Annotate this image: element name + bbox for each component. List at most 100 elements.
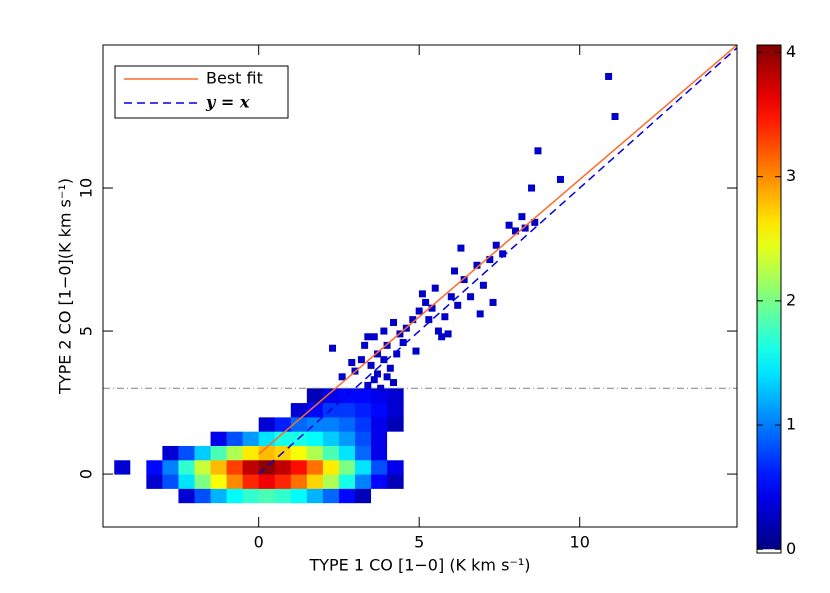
heat-cell — [354, 388, 372, 404]
heat-cell — [290, 445, 308, 461]
heat-cell — [387, 445, 404, 461]
point — [386, 364, 394, 372]
point — [361, 341, 369, 349]
heat-cell — [226, 488, 244, 504]
heat-cell — [306, 388, 324, 404]
point — [512, 227, 520, 235]
heat-cell — [114, 474, 131, 489]
y-axis-label: TYPE 2 CO [1−0](K km s⁻¹) — [56, 178, 75, 395]
point — [380, 356, 388, 364]
heat-cell — [162, 488, 179, 504]
heat-cell — [210, 431, 228, 446]
legend-label: Best fit — [206, 69, 263, 88]
heat-cell — [162, 388, 179, 404]
heat-cell — [371, 445, 388, 461]
point — [364, 381, 372, 389]
point — [457, 244, 465, 252]
heat-cell — [338, 431, 356, 446]
heat-cell — [194, 445, 212, 461]
heat-cell — [322, 459, 340, 475]
y-tick-label: 5 — [77, 326, 96, 336]
heat-cell — [274, 431, 292, 446]
heat-cell — [371, 459, 388, 475]
heat-cell — [162, 431, 179, 446]
heat-cell — [210, 488, 228, 504]
heat-cell — [258, 431, 276, 446]
heat-cell — [130, 402, 147, 418]
point — [454, 301, 462, 309]
heat-cell — [210, 445, 228, 461]
point — [390, 318, 398, 326]
heat-cell — [387, 431, 404, 446]
point — [531, 218, 539, 226]
heat-cell — [146, 488, 163, 504]
point — [611, 113, 619, 121]
point — [438, 333, 446, 341]
colorbar-tick-label: 2 — [786, 290, 796, 309]
heat-cell — [274, 388, 292, 404]
heat-cell — [130, 431, 147, 446]
heat-cell — [322, 445, 340, 461]
heat-cell — [306, 431, 324, 446]
heat-cell — [114, 459, 131, 475]
heat-cell — [130, 388, 147, 404]
heat-cell — [114, 402, 131, 418]
colorbar-tick-label: 3 — [786, 166, 796, 185]
point — [528, 184, 536, 192]
heat-cell — [371, 388, 388, 404]
point — [383, 341, 391, 349]
heat-cell — [178, 402, 195, 418]
point — [521, 224, 529, 232]
colorbar-tick-label: 1 — [786, 415, 796, 434]
heat-cell — [354, 474, 372, 489]
heat-cell — [338, 488, 356, 504]
point — [467, 293, 475, 301]
heat-cell — [194, 388, 212, 404]
heat-cell — [242, 474, 260, 489]
heat-cell — [306, 488, 324, 504]
heat-cell — [226, 445, 244, 461]
heat-cell — [178, 416, 195, 432]
heat-cell — [338, 459, 356, 475]
heat-cell — [162, 474, 179, 489]
heat-cell — [338, 474, 356, 489]
point — [444, 330, 452, 338]
heat-cell — [178, 459, 195, 475]
heat-cell — [242, 445, 260, 461]
heat-cell — [114, 445, 131, 461]
fit-line — [258, 45, 737, 455]
heat-cell — [258, 388, 276, 404]
heat-cell — [210, 388, 228, 404]
heat-cell — [242, 388, 260, 404]
point — [412, 347, 420, 355]
heat-cell — [371, 416, 388, 432]
heat-cell — [114, 388, 131, 404]
point — [409, 316, 417, 324]
point — [357, 356, 365, 364]
heat-cell — [371, 431, 388, 446]
heat-cell — [178, 388, 195, 404]
point — [373, 370, 381, 378]
heat-cell — [130, 488, 147, 504]
heat-cell — [162, 445, 179, 461]
point — [370, 333, 378, 341]
point — [425, 316, 433, 324]
heat-cell — [146, 388, 163, 404]
heat-cell — [114, 431, 131, 446]
heat-cell — [290, 474, 308, 489]
point — [399, 338, 407, 346]
point — [605, 72, 613, 80]
heat-cell — [306, 474, 324, 489]
point — [441, 313, 449, 321]
point — [473, 261, 481, 269]
heat-cell — [371, 402, 388, 418]
point — [556, 175, 564, 183]
heat-cell — [194, 488, 212, 504]
point — [367, 361, 375, 369]
heat-cell — [242, 459, 260, 475]
heat-cell — [354, 416, 372, 432]
x-tick-label: 10 — [570, 533, 590, 552]
heat-cell — [194, 431, 212, 446]
heat-cell — [354, 431, 372, 446]
